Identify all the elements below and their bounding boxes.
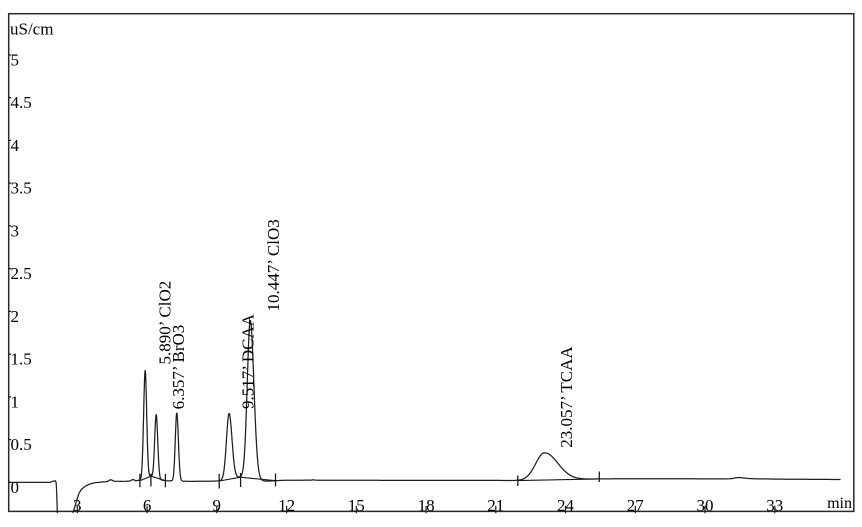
svg-text:24: 24 [557, 496, 575, 515]
svg-text:6: 6 [143, 496, 152, 515]
svg-text:2: 2 [11, 307, 20, 326]
svg-text:27: 27 [627, 496, 645, 515]
svg-text:2.5: 2.5 [11, 264, 32, 283]
svg-text:3: 3 [73, 496, 82, 515]
svg-text:0.5: 0.5 [11, 435, 32, 454]
svg-text:5.890’ ClO2: 5.890’ ClO2 [155, 281, 174, 365]
svg-text:4.5: 4.5 [11, 93, 32, 112]
svg-text:6.357’ BrO3: 6.357’ BrO3 [169, 325, 188, 410]
svg-text:3: 3 [11, 221, 20, 240]
svg-text:uS/cm: uS/cm [10, 20, 53, 39]
svg-text:9: 9 [213, 496, 222, 515]
svg-text:10.447’ ClO3: 10.447’ ClO3 [264, 219, 283, 311]
svg-text:30: 30 [697, 496, 714, 515]
svg-text:15: 15 [348, 496, 365, 515]
svg-text:0: 0 [11, 478, 20, 497]
svg-text:3.5: 3.5 [11, 179, 32, 198]
svg-text:4: 4 [11, 136, 20, 155]
svg-text:5: 5 [11, 50, 20, 69]
svg-text:23.057’ TCAA: 23.057’ TCAA [557, 346, 576, 448]
svg-text:1.5: 1.5 [11, 350, 32, 369]
svg-text:9.517’ DCAA: 9.517’ DCAA [239, 313, 258, 409]
svg-text:21: 21 [487, 496, 504, 515]
svg-text:33: 33 [766, 496, 783, 515]
svg-text:min: min [827, 495, 852, 512]
svg-text:1: 1 [11, 392, 20, 411]
svg-text:18: 18 [418, 496, 435, 515]
svg-text:12: 12 [278, 496, 295, 515]
